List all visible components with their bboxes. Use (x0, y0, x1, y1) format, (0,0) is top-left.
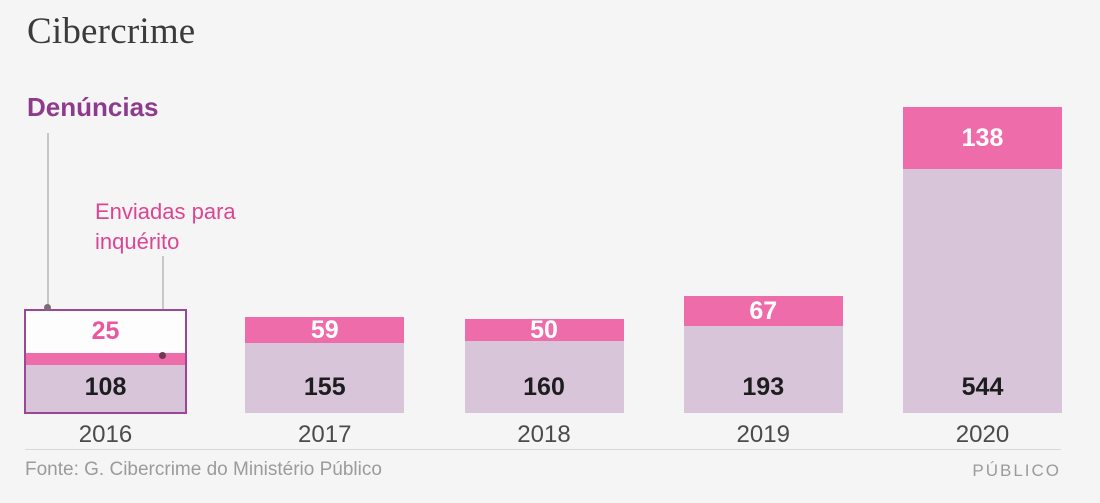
leader-dot-denuncias (44, 304, 51, 311)
publication-logo: PÚBLICO (972, 461, 1061, 480)
value-label-enviadas: 138 (961, 123, 1004, 152)
axis-label-year: 2019 (736, 421, 790, 448)
bar-2017: 155 59 2017 (245, 316, 405, 448)
axis-label-year: 2020 (955, 421, 1010, 448)
value-label-enviadas: 50 (530, 316, 558, 344)
leader-dot-enviadas (159, 352, 166, 359)
page-title: Cibercrime (27, 11, 196, 52)
value-label-denuncias: 108 (84, 373, 127, 401)
segment-enviadas (903, 107, 1062, 169)
value-label-denuncias: 155 (303, 373, 346, 401)
value-label-enviadas: 59 (310, 316, 339, 345)
legend-label-enviadas: Enviadas para inquérito (95, 199, 236, 254)
bar-2020: 544 138 2020 (903, 107, 1062, 448)
leader-line-enviadas (162, 256, 164, 353)
bar-2016: 108 25 2016 (26, 318, 185, 448)
leader-line-denuncias (47, 133, 49, 307)
value-label-denuncias: 544 (961, 373, 1004, 401)
axis-label-year: 2016 (78, 421, 133, 448)
value-label-enviadas: 67 (749, 297, 778, 326)
segment-enviadas (245, 316, 405, 344)
segment-enviadas (464, 318, 624, 342)
segment-denuncias (903, 168, 1062, 413)
legend-label-denuncias: Denúncias (27, 92, 159, 122)
segment-enviadas (683, 296, 843, 327)
source-credit: Fonte: G. Cibercrime do Ministério Públi… (25, 459, 382, 480)
bar-2019: 193 67 2019 (683, 296, 843, 448)
axis-label-year: 2018 (517, 421, 571, 448)
highlight-box-outline (24, 309, 187, 414)
segment-enviadas (26, 353, 185, 365)
segment-denuncias (464, 341, 624, 413)
segment-denuncias (683, 326, 843, 413)
footer-divider (25, 449, 1061, 450)
value-label-denuncias: 160 (523, 373, 565, 401)
bar-2018: 160 50 2018 (464, 316, 624, 448)
value-label-denuncias: 193 (742, 373, 785, 401)
axis-label-year: 2017 (298, 421, 352, 448)
segment-denuncias (26, 364, 185, 413)
value-label-enviadas: 25 (91, 317, 120, 346)
segment-denuncias (245, 343, 405, 413)
